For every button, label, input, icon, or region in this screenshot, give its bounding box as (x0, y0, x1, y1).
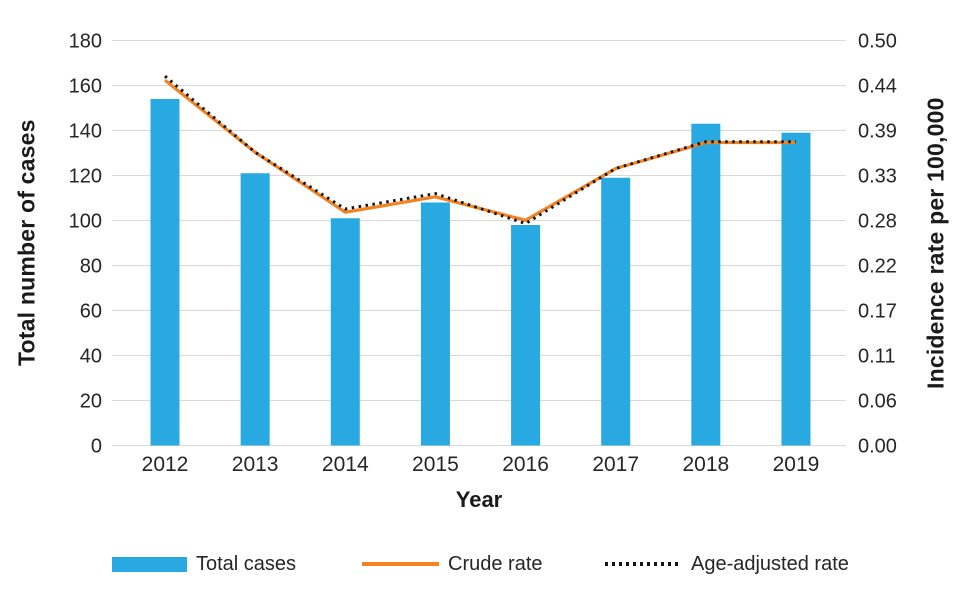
x-axis-tick-2018: 2018 (682, 453, 729, 476)
right-axis-tick-0.22: 0.22 (858, 256, 897, 278)
x-axis-tick-2019: 2019 (773, 453, 820, 476)
legend-label-age-adjusted-rate: Age-adjusted rate (691, 552, 849, 575)
legend-label-crude-rate: Crude rate (448, 552, 543, 575)
total-cases-swatch (112, 556, 187, 572)
bar-2019 (781, 132, 811, 446)
left-axis-tick-160: 160 (69, 76, 102, 98)
x-axis-tick-2013: 2013 (232, 453, 279, 476)
legend-item-crude-rate: Crude rate (362, 548, 543, 580)
right-axis-tick-0.06: 0.06 (858, 391, 897, 413)
x-axis-tick-2014: 2014 (322, 453, 369, 476)
bar-2014 (330, 218, 360, 446)
bar-2018 (691, 123, 721, 446)
bar-2012 (150, 99, 180, 446)
bar-2017 (601, 177, 631, 446)
x-axis-title: Year (455, 487, 503, 512)
left-axis-tick-100: 100 (69, 211, 102, 233)
left-axis-tick-80: 80 (80, 256, 102, 278)
left-axis-tick-120: 120 (69, 166, 102, 188)
left-axis-tick-20: 20 (80, 391, 102, 413)
right-axis-tick-0.11: 0.11 (858, 346, 895, 368)
right-axis-tick-0.50: 0.50 (858, 31, 897, 53)
legend-item-age-adjusted-rate: Age-adjusted rate (605, 548, 849, 580)
left-axis-tick-0: 0 (91, 436, 102, 458)
right-axis-tick-0.17: 0.17 (858, 301, 897, 323)
crude-rate-swatch (362, 562, 439, 566)
right-axis-tick-0.33: 0.33 (858, 166, 897, 188)
age-adjusted-rate-swatch (605, 562, 682, 566)
bar-2013 (240, 173, 270, 446)
left-axis-tick-40: 40 (80, 346, 102, 368)
bar-2016 (511, 225, 541, 446)
right-axis-tick-0.44: 0.44 (858, 76, 897, 98)
left-axis-tick-140: 140 (69, 121, 102, 143)
x-axis-tick-2012: 2012 (142, 453, 189, 476)
right-axis-tick-0.28: 0.28 (858, 211, 897, 233)
legend-item-total-cases: Total cases (112, 548, 296, 580)
crude-rate-line (164, 78, 796, 222)
right-axis-tick-0.39: 0.39 (858, 121, 897, 143)
left-axis-tick-180: 180 (69, 31, 102, 53)
x-axis-tick-2015: 2015 (412, 453, 459, 476)
legend: Total cases Crude rate Age-adjusted rate (0, 548, 980, 580)
legend-label-total-cases: Total cases (196, 552, 297, 575)
bar-2015 (420, 202, 450, 446)
right-axis-tick-0.00: 0.00 (858, 436, 897, 458)
left-axis-tick-60: 60 (80, 301, 102, 323)
x-axis-tick-2017: 2017 (592, 453, 639, 476)
x-axis-tick-2016: 2016 (502, 453, 549, 476)
